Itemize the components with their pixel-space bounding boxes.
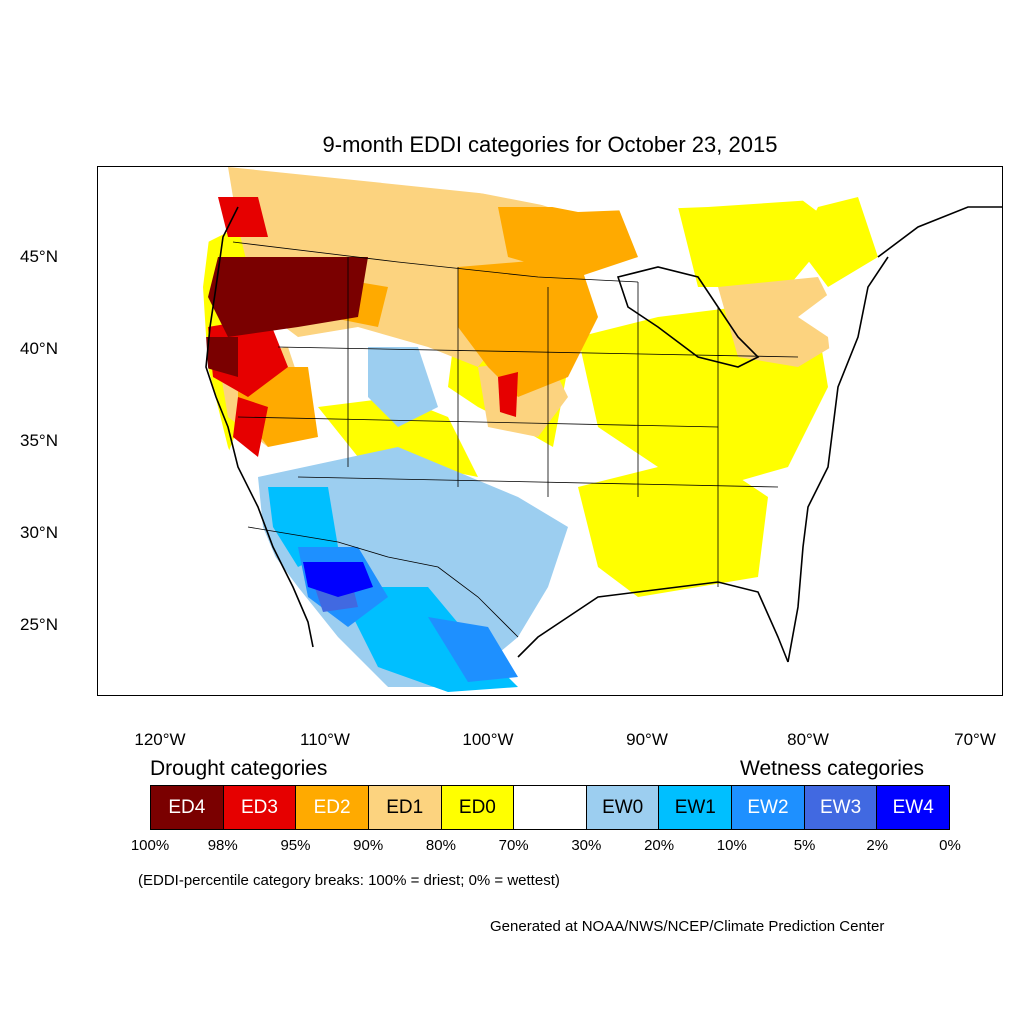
legend-swatch-ew2: EW2: [732, 786, 805, 829]
legend-swatch-ew0: EW0: [586, 786, 660, 829]
percent-break-label: 70%: [498, 837, 529, 854]
legend-swatch-ew4: EW4: [877, 786, 950, 829]
percent-break-label: 10%: [716, 837, 747, 854]
conus-map: [98, 167, 1002, 695]
lon-label-120w: 120°W: [134, 730, 186, 749]
canada-coast: [877, 206, 1002, 258]
lon-label-100w: 100°W: [462, 730, 514, 749]
percent-break-label: 100%: [130, 837, 170, 854]
wetness-heading: Wetness categories: [740, 757, 925, 780]
legend-swatch-ew3: EW3: [804, 786, 878, 829]
percent-break-label: 80%: [425, 837, 456, 854]
percent-break-label: 98%: [207, 837, 238, 854]
legend-swatch-ed2: ED2: [296, 786, 369, 829]
lon-label-90w: 90°W: [626, 730, 668, 749]
gulf-coastline: [517, 581, 789, 663]
percent-break-label: 0%: [939, 837, 961, 854]
west-coastline: [205, 206, 314, 648]
legend-swatch-ed4: ED4: [151, 786, 224, 829]
map-title: 9-month EDDI categories for October 23, …: [322, 132, 778, 157]
percent-break-label: 2%: [866, 837, 889, 854]
legend-swatch-ed0: ED0: [441, 786, 515, 829]
state-lines: [237, 257, 799, 587]
mexico-border: [247, 526, 519, 638]
legend-bar: ED4 ED3 ED2 ED1 ED0 EW0 EW1 EW2 EW3 EW4: [150, 785, 950, 830]
percent-break-label: 30%: [571, 837, 602, 854]
percent-break-label: 20%: [644, 837, 675, 854]
ew4-region: [303, 562, 373, 597]
great-lakes: [616, 266, 760, 368]
legend-note: (EDDI-percentile category breaks: 100% =…: [138, 872, 560, 889]
percent-break-label: 5%: [793, 837, 816, 854]
ed2-region: [458, 257, 598, 397]
percent-break-label: 95%: [280, 837, 311, 854]
lat-label-30: 30°N: [20, 523, 58, 542]
ew0-region: [258, 447, 568, 687]
ed4-region: [208, 257, 368, 337]
credit-line: Generated at NOAA/NWS/NCEP/Climate Predi…: [490, 918, 885, 935]
lon-label-110w: 110°W: [300, 730, 350, 749]
lon-label-80w: 80°W: [787, 730, 829, 749]
lat-label-40: 40°N: [20, 339, 58, 358]
lat-label-25: 25°N: [20, 615, 58, 634]
canada-border: [232, 241, 639, 283]
legend-swatch-neutral: [514, 786, 587, 829]
legend-swatch-ed3: ED3: [223, 786, 297, 829]
lat-label-45: 45°N: [20, 247, 58, 266]
legend-swatch-ew1: EW1: [659, 786, 733, 829]
legend-swatch-ed1: ED1: [368, 786, 442, 829]
percent-break-label: 90%: [353, 837, 384, 854]
lon-label-70w: 70°W: [954, 730, 996, 749]
map-plot-area: [97, 166, 1003, 696]
east-coastline: [787, 256, 889, 663]
lat-label-35: 35°N: [20, 431, 58, 450]
drought-heading: Drought categories: [150, 757, 328, 780]
